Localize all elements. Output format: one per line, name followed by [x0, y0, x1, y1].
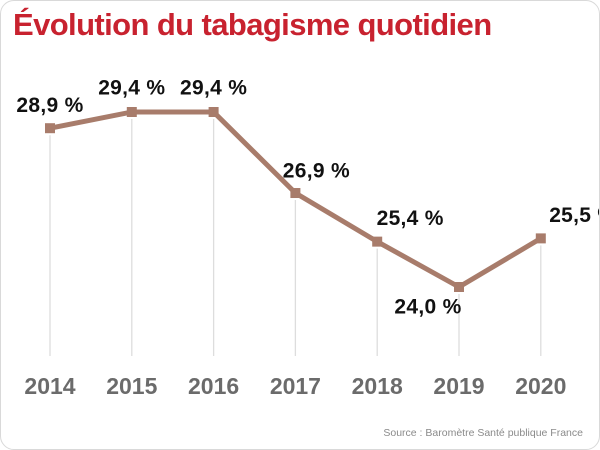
data-label-2019: 24,0 % — [394, 296, 461, 319]
x-tick-label-2015: 2015 — [106, 373, 157, 399]
x-tick-label-2020: 2020 — [515, 373, 566, 399]
x-tick-label-2016: 2016 — [188, 373, 239, 399]
chart-title: Évolution du tabagisme quotidien — [13, 7, 492, 42]
data-label-2014: 28,9 % — [16, 94, 83, 117]
x-tick-label-2018: 2018 — [352, 373, 403, 399]
data-label-2018: 25,4 % — [377, 207, 444, 230]
data-point-2019 — [454, 282, 464, 292]
x-tick-label-2017: 2017 — [270, 373, 321, 399]
x-tick-label-2014: 2014 — [24, 373, 75, 399]
data-label-2016: 29,4 % — [180, 77, 247, 100]
data-point-2018 — [372, 236, 383, 247]
data-label-2020: 25,5 % — [549, 204, 600, 227]
data-label-2015: 29,4 % — [98, 77, 165, 100]
data-point-2017 — [290, 188, 301, 199]
data-point-2015 — [126, 107, 137, 117]
data-point-2016 — [208, 107, 219, 117]
data-point-2014 — [45, 123, 55, 134]
data-point-2020 — [535, 233, 546, 244]
chart-source: Source : Baromètre Santé publique France — [383, 427, 583, 439]
x-tick-label-2019: 2019 — [433, 373, 484, 399]
data-label-2017: 26,9 % — [283, 160, 350, 183]
